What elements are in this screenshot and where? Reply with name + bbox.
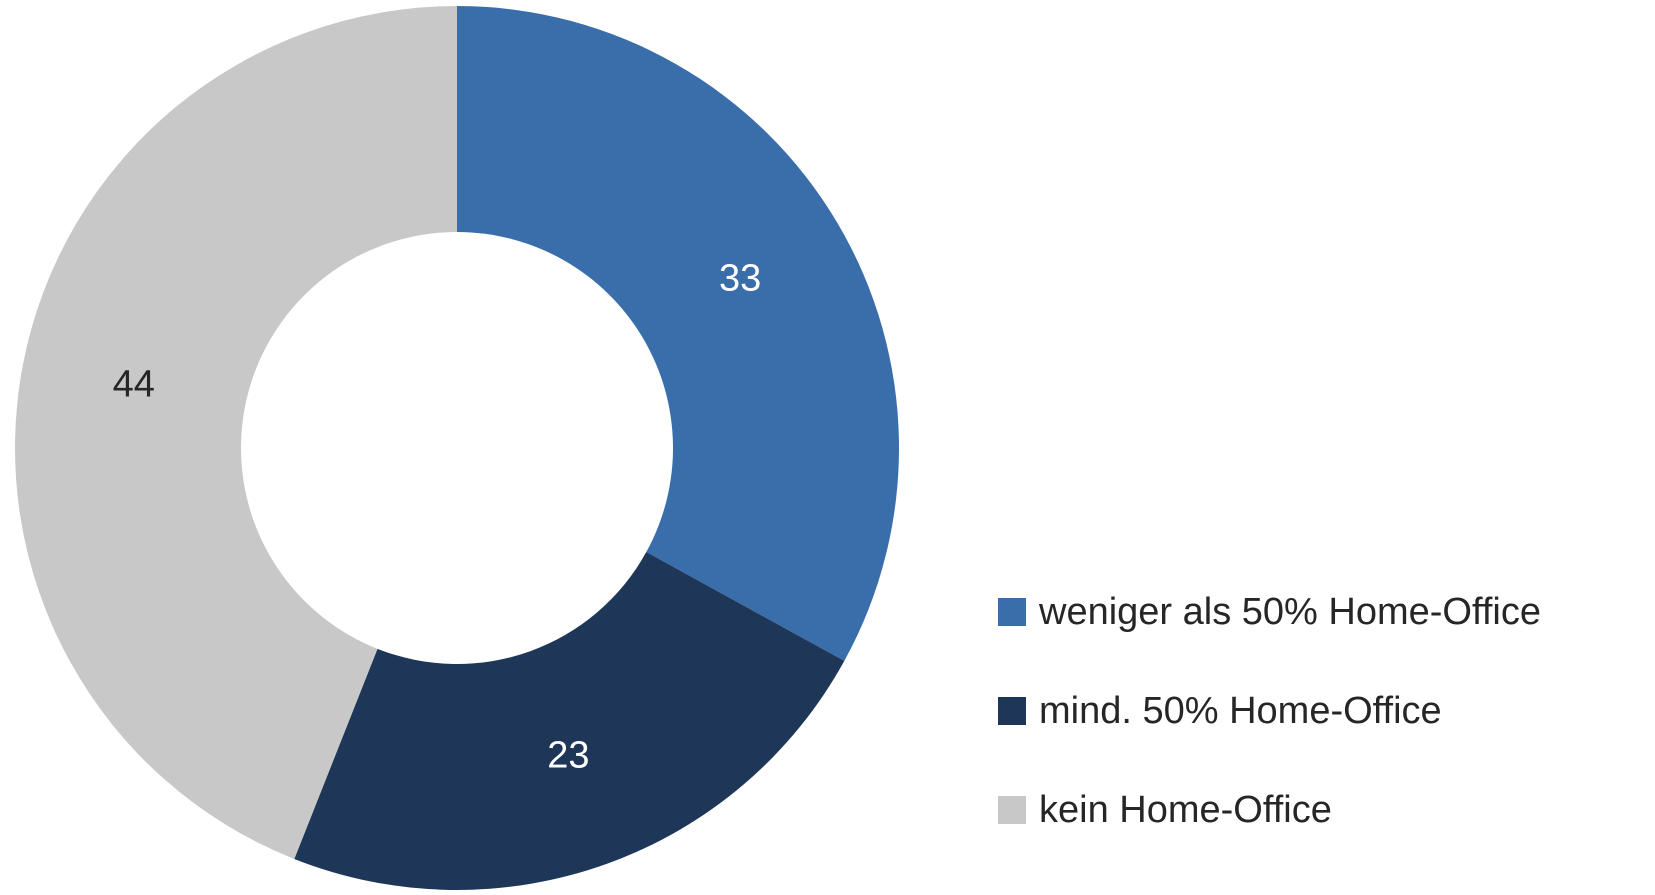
donut-segment — [14, 6, 457, 859]
legend-label: kein Home-Office — [1039, 789, 1332, 831]
data-label: 23 — [547, 735, 589, 777]
data-label: 44 — [113, 363, 155, 405]
legend-swatch — [998, 697, 1026, 725]
donut-segment — [457, 6, 900, 661]
donut-segment — [294, 552, 845, 890]
legend-swatch — [998, 796, 1026, 824]
legend-swatch — [998, 598, 1026, 626]
legend-label: mind. 50% Home-Office — [1039, 690, 1442, 732]
data-label: 33 — [719, 258, 761, 300]
legend-label: weniger als 50% Home-Office — [1038, 591, 1541, 633]
